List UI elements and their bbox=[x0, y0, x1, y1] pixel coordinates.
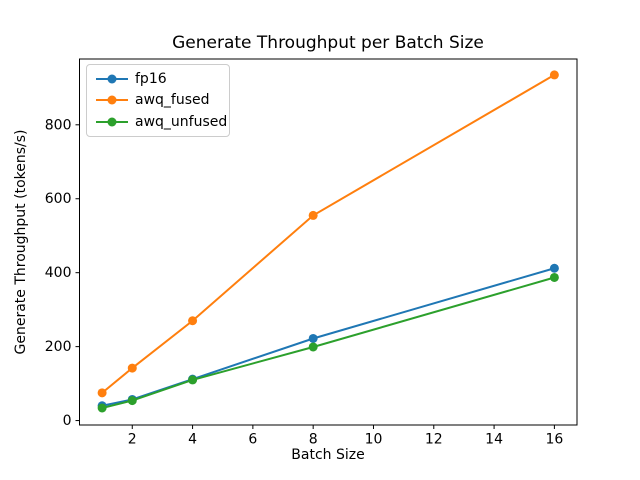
x-axis-label: Batch Size bbox=[291, 447, 365, 463]
marker-awq_unfused bbox=[127, 396, 137, 406]
x-tick-label: 14 bbox=[485, 432, 503, 448]
marker-awq_fused bbox=[308, 210, 318, 220]
x-tick-label: 16 bbox=[545, 432, 563, 448]
chart-title: Generate Throughput per Batch Size bbox=[172, 33, 484, 53]
legend-swatch-icon bbox=[96, 117, 128, 127]
y-tick-label: 400 bbox=[45, 265, 72, 281]
x-tick-label: 2 bbox=[128, 432, 137, 448]
legend-entry-awq_unfused: awq_unfused bbox=[87, 111, 229, 133]
marker-awq_unfused bbox=[549, 272, 559, 282]
marker-awq_fused bbox=[127, 363, 137, 373]
axes-frame bbox=[79, 58, 578, 426]
marker-fp16 bbox=[308, 333, 318, 343]
legend-entry-awq_fused: awq_fused bbox=[87, 90, 229, 112]
legend-label: fp16 bbox=[135, 70, 167, 87]
marker-awq_fused bbox=[97, 388, 107, 398]
legend-swatch-icon bbox=[96, 74, 128, 84]
marker-awq_unfused bbox=[97, 403, 107, 413]
legend-entry-fp16: fp16 bbox=[87, 68, 229, 90]
y-tick-label: 200 bbox=[45, 339, 72, 355]
x-tick-label: 6 bbox=[248, 432, 257, 448]
legend-label: awq_unfused bbox=[135, 113, 228, 130]
marker-awq_fused bbox=[188, 316, 198, 326]
line-fp16 bbox=[101, 267, 556, 407]
y-tick-label: 800 bbox=[45, 117, 72, 133]
legend: fp16 awq_fused awq_unfused bbox=[86, 64, 230, 137]
legend-swatch-icon bbox=[96, 95, 128, 105]
x-tick-label: 12 bbox=[425, 432, 443, 448]
marker-awq_unfused bbox=[308, 342, 318, 352]
marker-fp16 bbox=[549, 263, 559, 273]
x-tick-label: 10 bbox=[365, 432, 383, 448]
y-tick-label: 600 bbox=[45, 191, 72, 207]
marker-awq_unfused bbox=[188, 375, 198, 385]
line-awq_unfused bbox=[101, 276, 556, 409]
y-tick-label: 0 bbox=[63, 413, 72, 429]
x-tick-label: 8 bbox=[309, 432, 318, 448]
x-tick-label: 4 bbox=[188, 432, 197, 448]
marker-awq_fused bbox=[549, 70, 559, 80]
legend-label: awq_fused bbox=[135, 92, 210, 109]
